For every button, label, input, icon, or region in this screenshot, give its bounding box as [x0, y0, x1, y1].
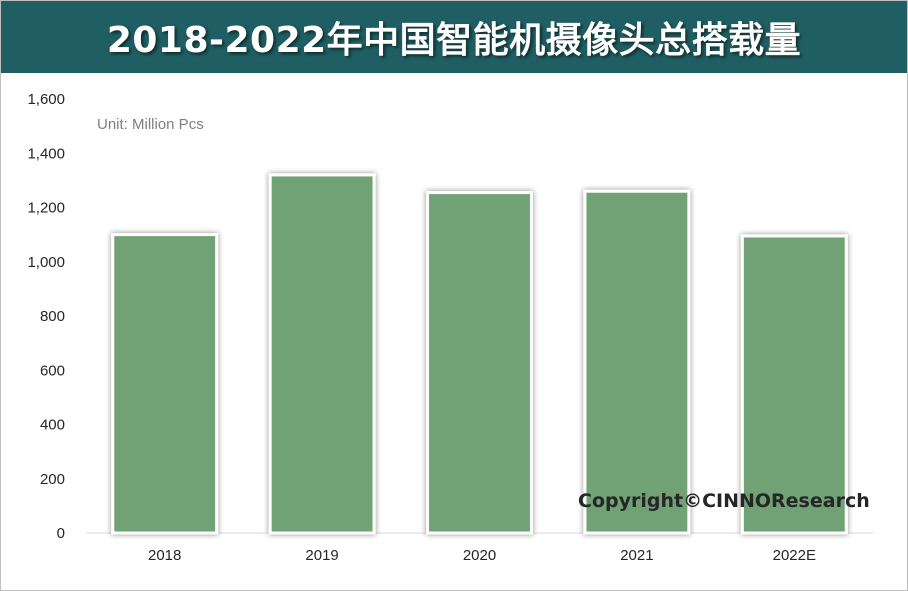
- y-tick-label: 400: [40, 417, 65, 434]
- x-tick-label: 2022E: [773, 547, 816, 564]
- bar-2020: [426, 191, 533, 535]
- bar-2019: [268, 173, 376, 535]
- copyright-text: Copyright©CINNOResearch: [578, 490, 870, 512]
- y-tick-label: 200: [40, 471, 65, 488]
- bar-2018: [111, 233, 219, 535]
- y-tick-label: 1,200: [27, 200, 65, 217]
- y-axis: 0 200 400 600 800 1,000 1,200 1,400 1,600: [27, 91, 65, 542]
- bar-chart: 0 200 400 600 800 1,000 1,200 1,400 1,600 Unit: …: [27, 91, 873, 564]
- chart-title: 2018-2022年中国智能机摄像头总搭载量: [106, 20, 802, 61]
- y-tick-label: 0: [57, 525, 65, 542]
- y-tick-label: 800: [40, 308, 65, 325]
- x-tick-label: 2019: [305, 547, 338, 564]
- bar-2022E: [740, 234, 848, 535]
- bar-2021: [583, 189, 691, 535]
- x-axis: 2018 2019 2020 2021 2022E: [148, 547, 816, 564]
- x-tick-label: 2021: [620, 547, 653, 564]
- y-tick-label: 1,400: [27, 145, 65, 162]
- unit-label: Unit: Million Pcs: [97, 116, 204, 133]
- y-tick-label: 1,600: [27, 91, 65, 108]
- title-bar: 2018-2022年中国智能机摄像头总搭载量: [1, 1, 907, 73]
- x-tick-label: 2020: [463, 547, 496, 564]
- y-tick-label: 600: [40, 362, 65, 379]
- bars-group: [111, 173, 848, 535]
- x-tick-label: 2018: [148, 547, 181, 564]
- y-tick-label: 1,000: [27, 254, 65, 271]
